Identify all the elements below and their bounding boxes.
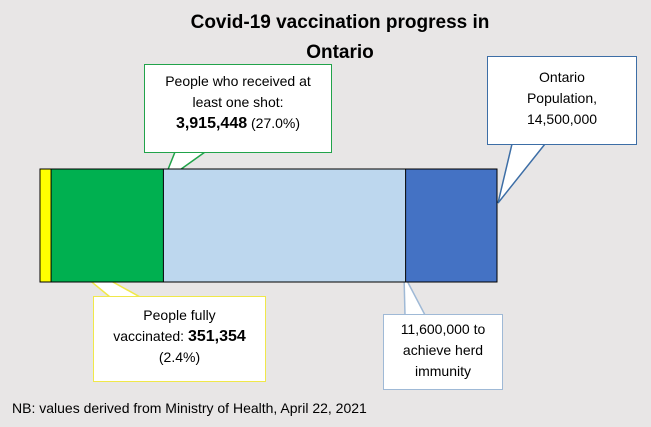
callout-fully-value: 351,354 xyxy=(187,328,246,345)
callout-fully-line1: People fully xyxy=(143,307,216,323)
callout-fully-prefix: vaccinated: xyxy=(113,328,185,344)
callout-population-line2: Population, xyxy=(526,90,598,106)
chart-title-line2: Ontario xyxy=(306,42,374,63)
callout-herd-line2: achieve herd xyxy=(402,342,484,358)
callout-one-shot: People who received at least one shot: 3… xyxy=(144,64,332,153)
callout-herd: 11,600,000 to achieve herd immunity xyxy=(383,314,503,390)
callout-population-line1: Ontario xyxy=(539,69,585,85)
bar-one-shot xyxy=(39,168,164,283)
pointer-population xyxy=(497,143,547,204)
callout-one-shot-value: 3,915,448 xyxy=(175,115,248,132)
callout-one-shot-line1: People who received at xyxy=(165,73,311,89)
callout-one-shot-values: 3,915,448 (27.0%) xyxy=(145,113,331,134)
callout-herd-line1: 11,600,000 to xyxy=(400,321,486,337)
callout-one-shot-pct: (27.0%) xyxy=(251,115,301,131)
callout-fully-pct: (2.4%) xyxy=(158,349,201,365)
stacked-bar xyxy=(39,168,498,283)
callout-one-shot-line2: least one shot: xyxy=(192,94,284,110)
bar-fully-vaccinated xyxy=(39,168,52,283)
callout-population-value: 14,500,000 xyxy=(526,111,598,127)
callout-fully-line2: vaccinated: 351,354 xyxy=(94,326,265,347)
chart-title: Covid-19 vaccination progress in Ontario xyxy=(120,8,560,68)
callout-population: Ontario Population, 14,500,000 xyxy=(487,56,637,145)
source-note: NB: values derived from Ministry of Heal… xyxy=(12,400,367,416)
callout-herd-line3: immunity xyxy=(414,363,471,379)
callout-fully: People fully vaccinated: 351,354 (2.4%) xyxy=(93,296,266,382)
chart-title-line1: Covid-19 vaccination progress in xyxy=(190,12,490,33)
